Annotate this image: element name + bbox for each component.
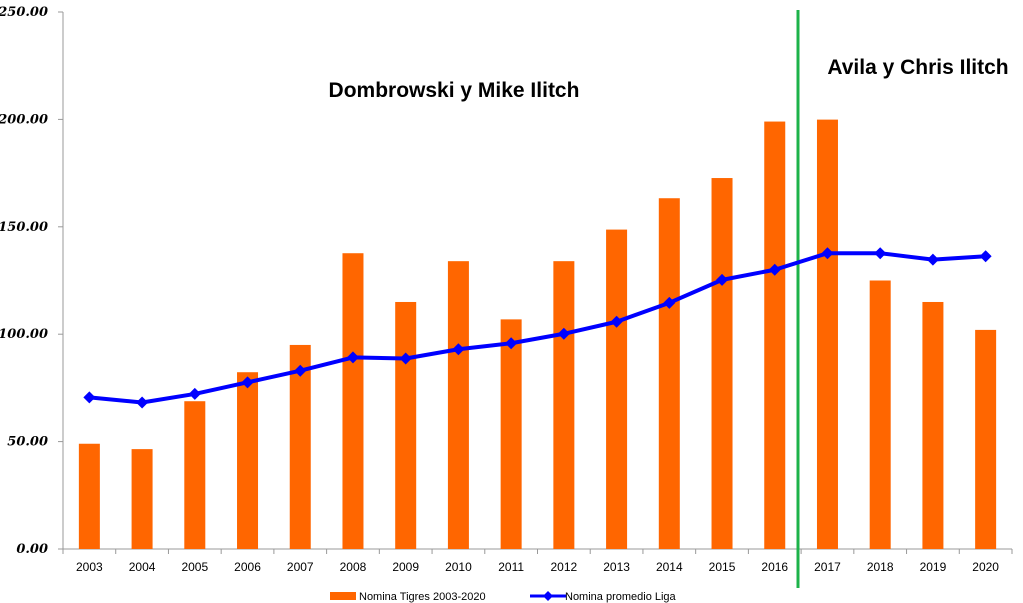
x-tick-label: 2020 [972, 560, 999, 574]
bar-2020 [975, 329, 997, 549]
x-tick-label: 2008 [340, 560, 367, 574]
x-tick-label: 2017 [814, 560, 841, 574]
y-tick-label: 200.00 [0, 112, 48, 127]
legend-marker [543, 591, 553, 601]
x-tick-label: 2003 [76, 560, 103, 574]
line-point-2007 [294, 364, 307, 377]
bar-2006 [237, 372, 259, 549]
bar-2017 [816, 119, 838, 549]
line-point-2011 [505, 337, 518, 350]
x-tick-label: 2009 [392, 560, 419, 574]
line-point-2015 [716, 273, 729, 286]
bar-series-nomina-tigres [78, 119, 997, 549]
x-tick-label: 2013 [603, 560, 630, 574]
bar-2015 [711, 178, 733, 549]
x-axis-ticks: 2003 2004 2005 2006 2007 2008 2009 2010 2011 2012… [62, 549, 1013, 574]
y-tick-label: 100.00 [0, 327, 48, 342]
line-point-2020 [979, 250, 992, 263]
x-tick-label: 2012 [551, 560, 578, 574]
line-point-2003 [83, 391, 96, 404]
x-tick-label: 2014 [656, 560, 683, 574]
x-tick-label: 2007 [287, 560, 314, 574]
bar-2011 [500, 319, 522, 549]
annotation-avila: Avila y Chris Ilitch [827, 56, 1008, 79]
line-point-2005 [188, 387, 201, 400]
line-point-2010 [452, 343, 465, 356]
bar-2003 [78, 443, 100, 549]
bar-2018 [869, 280, 891, 549]
x-tick-label: 2010 [445, 560, 472, 574]
bar-2010 [447, 261, 469, 549]
annotation-dombrowski: Dombrowski y Mike Ilitch [329, 79, 580, 102]
bar-2013 [606, 229, 628, 549]
bar-2019 [922, 301, 944, 549]
legend-label-bar: Nomina Tigres 2003-2020 [359, 591, 486, 603]
bar-2005 [184, 401, 206, 549]
bar-2012 [553, 261, 575, 549]
y-tick-label: 50.00 [7, 435, 48, 450]
y-tick-label: 0.00 [16, 542, 48, 557]
line-point-2016 [768, 263, 781, 276]
bar-2004 [131, 449, 153, 549]
line-path [89, 251, 986, 405]
line-point-2013 [610, 315, 623, 328]
legend: Nomina Tigres 2003-2020 Nomina promedio … [330, 591, 677, 603]
line-point-2017 [821, 247, 834, 260]
legend-swatch-bar [330, 592, 356, 600]
bar-2016 [764, 121, 786, 549]
bar-2007 [289, 344, 311, 549]
bar-2014 [658, 198, 680, 549]
x-tick-label: 2016 [761, 560, 788, 574]
y-tick-label: 150.00 [0, 220, 48, 235]
line-point-2006 [241, 376, 254, 389]
y-axis-ticks: 0.00 50.00 100.00 150.00 200.00 250.00 [0, 5, 63, 557]
bar-2009 [395, 301, 417, 549]
line-point-2014 [663, 296, 676, 309]
x-tick-label: 2019 [920, 560, 947, 574]
x-tick-label: 2015 [709, 560, 736, 574]
bar-2008 [342, 253, 364, 549]
x-tick-label: 2006 [234, 560, 261, 574]
line-point-2018 [874, 247, 887, 260]
line-point-2009 [399, 352, 412, 365]
x-tick-label: 2011 [498, 560, 524, 574]
line-point-2012 [557, 327, 570, 340]
y-tick-label: 250.00 [0, 5, 48, 20]
line-point-2019 [926, 253, 939, 266]
x-tick-label: 2004 [129, 560, 156, 574]
line-point-2008 [346, 351, 359, 364]
line-point-2004 [136, 396, 149, 409]
x-tick-label: 2005 [181, 560, 208, 574]
line-series-nomina-promedio [83, 247, 992, 409]
x-tick-label: 2018 [867, 560, 894, 574]
legend-label-line: Nomina promedio Liga [565, 591, 677, 603]
